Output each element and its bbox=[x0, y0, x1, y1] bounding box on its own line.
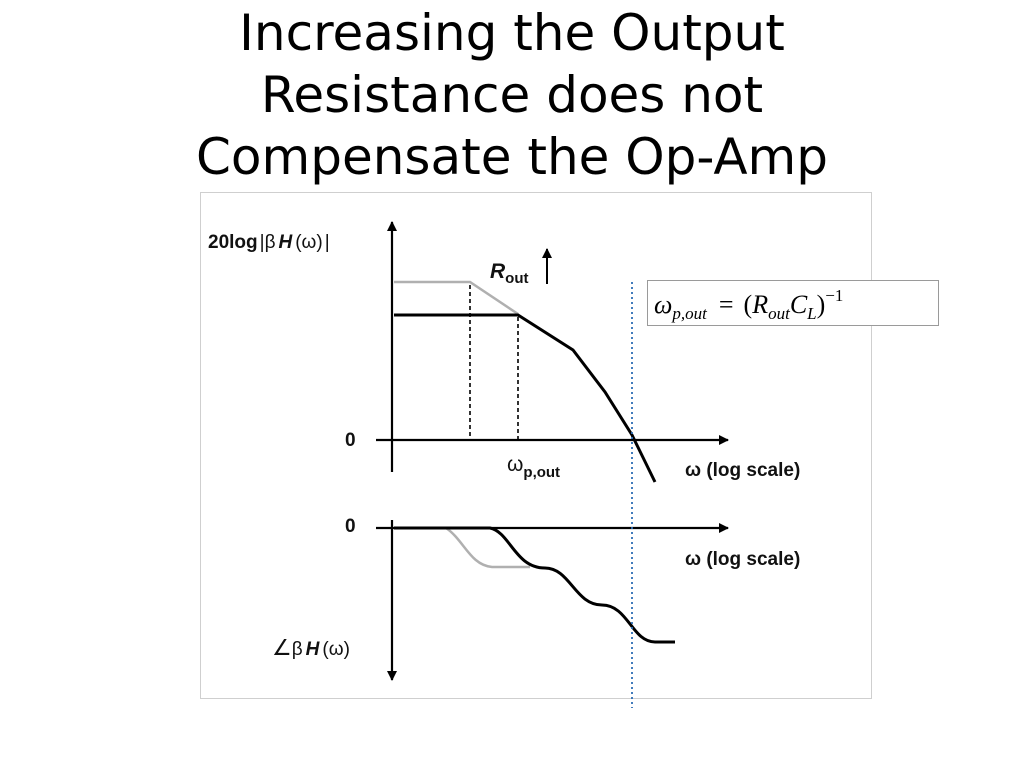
pole-formula: ωp,out = (RoutCL)−1 bbox=[654, 286, 843, 323]
magnitude-plot: 20log |β H (ω) | 0 Rout ωp,out ω (log scale) bbox=[208, 221, 800, 483]
phase-plot: 0 ω (log scale) ∠β H (ω) bbox=[272, 516, 800, 681]
magnitude-curve-previous bbox=[394, 280, 519, 316]
bode-figure-frame bbox=[200, 192, 872, 699]
title-line-2: Resistance does not bbox=[260, 66, 764, 124]
phase-curve-previous bbox=[394, 526, 530, 569]
magnitude-xlabel: ω (log scale) bbox=[685, 460, 800, 481]
phase-zero-label: 0 bbox=[345, 516, 356, 537]
phase-curve bbox=[394, 526, 675, 644]
magnitude-curve bbox=[394, 313, 657, 483]
rout-label: Rout bbox=[490, 260, 529, 287]
svg-text:ωp,out=(RoutCL)−1: ωp,out = (RoutCL)−1 bbox=[654, 286, 843, 323]
pole-formula-box: ωp,out = (RoutCL)−1 bbox=[647, 280, 939, 326]
title-line-3: Compensate the Op-Amp bbox=[196, 128, 828, 186]
magnitude-zero-label: 0 bbox=[345, 430, 356, 451]
slide-title: Increasing the Output Resistance does no… bbox=[0, 2, 1024, 188]
magnitude-ylabel: 20log |β H (ω) | bbox=[208, 232, 330, 253]
title-line-1: Increasing the Output bbox=[239, 4, 785, 62]
phase-xlabel: ω (log scale) bbox=[685, 549, 800, 570]
phase-ylabel: ∠β H (ω) bbox=[272, 635, 350, 660]
pole-label: ωp,out bbox=[507, 453, 560, 481]
